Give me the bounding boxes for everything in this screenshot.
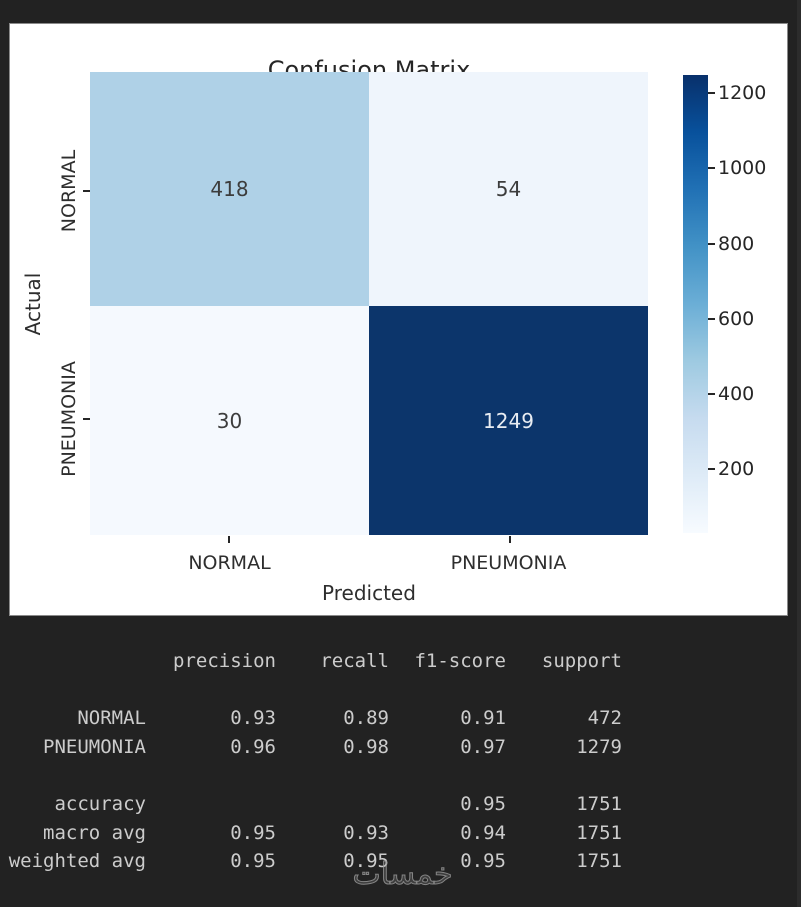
report-header-recall: recall	[320, 650, 389, 672]
colorbar-tick-label: 1000	[718, 157, 767, 179]
report-header-spacer	[2, 647, 146, 676]
y-tick-label-pneumonia: PNEUMONIA	[58, 361, 80, 477]
report-cell: 0.95	[230, 821, 276, 844]
khamsat-watermark: خمسات	[352, 857, 453, 893]
report-row-label: macro avg	[43, 821, 146, 844]
report-cell: 0.95	[230, 850, 276, 873]
report-cell: 0.93	[343, 821, 389, 844]
x-tick-mark	[509, 536, 511, 543]
cell-value: 418	[210, 177, 249, 201]
colorbar-tick-mark	[708, 92, 715, 94]
x-tick-label-normal: NORMAL	[188, 552, 271, 574]
report-row-label: accuracy	[54, 792, 146, 815]
report-blank-row	[2, 676, 146, 705]
report-header-f1-score: f1-score	[414, 650, 506, 672]
report-cell: 0.97	[460, 735, 506, 758]
heatmap-cell-normal-normal: 418	[90, 72, 369, 306]
report-cell: 0.94	[460, 821, 506, 844]
y-tick-mark	[83, 190, 90, 192]
colorbar-tick-mark	[708, 318, 715, 320]
cell-value: 30	[216, 408, 243, 433]
report-row-label: PNEUMONIA	[43, 735, 146, 758]
classification-report: precision recall f1-score support NORMAL…	[2, 647, 622, 876]
heatmap-cell-pneumonia-normal: 30	[90, 306, 369, 535]
x-axis-label: Predicted	[322, 581, 416, 605]
colorbar-tick-mark	[708, 393, 715, 395]
colorbar-tick-mark	[708, 243, 715, 245]
colorbar-tick-label: 800	[718, 233, 755, 255]
heatmap-cell-pneumonia-pneumonia: 1249	[369, 306, 648, 535]
report-cell	[146, 790, 276, 819]
window-edge	[797, 0, 801, 907]
report-row-label: NORMAL	[77, 707, 146, 730]
report-cell: 0.95	[460, 792, 506, 815]
report-row-label: weighted avg	[8, 850, 146, 873]
cell-value: 1249	[483, 408, 534, 433]
confusion-matrix-figure: Confusion Matrix 418 54 30 1249 NORMAL P…	[10, 24, 787, 615]
report-header-support: support	[541, 650, 622, 672]
report-cell: 0.95	[460, 850, 506, 873]
report-blank-row	[2, 761, 146, 790]
colorbar-tick-label: 600	[718, 308, 755, 330]
report-cell: 1751	[576, 792, 622, 815]
cell-value: 54	[495, 177, 522, 201]
y-tick-label-normal: NORMAL	[58, 149, 80, 233]
colorbar-gradient	[683, 75, 708, 533]
report-cell: 0.96	[230, 735, 276, 758]
heatmap-cell-normal-pneumonia: 54	[369, 72, 648, 306]
report-cell	[276, 790, 389, 819]
report-cell: 1279	[576, 735, 622, 758]
report-cell: 1751	[576, 821, 622, 844]
colorbar-tick-label: 1200	[718, 82, 767, 104]
report-cell: 1751	[576, 850, 622, 873]
report-cell: 472	[587, 707, 622, 730]
report-cell: 0.91	[460, 707, 506, 730]
colorbar-tick-label: 200	[718, 458, 755, 480]
x-tick-mark	[228, 536, 230, 543]
colorbar-tick-label: 400	[718, 383, 755, 405]
colorbar-tick-mark	[708, 167, 715, 169]
heatmap-axes: 418 54 30 1249	[90, 72, 648, 535]
report-header-precision: precision	[173, 650, 276, 672]
x-tick-label-pneumonia: PNEUMONIA	[450, 552, 567, 574]
report-cell: 0.98	[343, 735, 389, 758]
colorbar-tick-mark	[708, 468, 715, 470]
report-cell: 0.89	[343, 707, 389, 730]
report-cell: 0.93	[230, 707, 276, 730]
report-cell: 0.95	[343, 850, 389, 873]
y-axis-label: Actual	[21, 272, 45, 336]
y-tick-mark	[83, 418, 90, 420]
